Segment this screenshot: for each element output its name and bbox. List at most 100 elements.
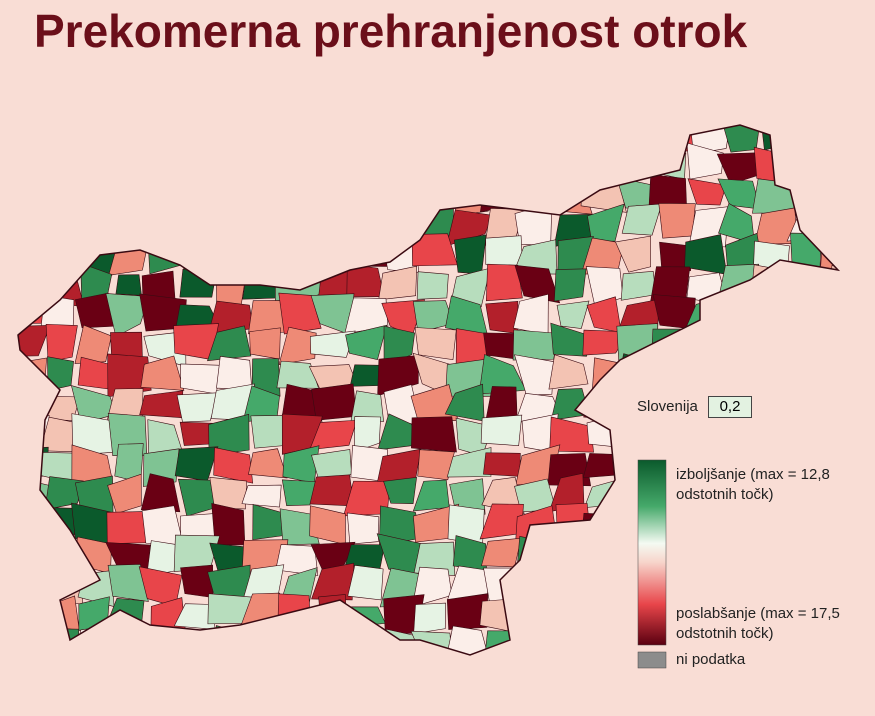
municipality	[346, 512, 380, 545]
municipality	[278, 326, 317, 365]
municipality	[176, 392, 220, 423]
municipalities	[18, 125, 838, 655]
municipality	[525, 176, 552, 213]
municipality	[719, 360, 765, 395]
municipality	[311, 562, 355, 601]
municipality	[107, 473, 142, 514]
municipality	[411, 416, 457, 453]
municipality	[513, 146, 555, 187]
municipality	[718, 571, 764, 602]
municipality	[785, 150, 828, 183]
municipality	[38, 205, 84, 245]
municipality	[591, 357, 625, 394]
municipality	[207, 325, 252, 362]
municipality	[554, 268, 587, 302]
municipality	[378, 125, 423, 154]
municipality	[107, 353, 152, 398]
municipality	[584, 597, 626, 632]
municipality	[345, 324, 388, 360]
municipality	[553, 174, 593, 215]
municipality	[445, 625, 491, 655]
municipality	[140, 473, 181, 513]
municipality	[276, 360, 320, 389]
municipality	[788, 421, 832, 456]
municipality	[683, 417, 727, 450]
municipality	[344, 297, 389, 335]
municipality	[210, 205, 249, 243]
municipality	[346, 146, 385, 182]
municipality	[548, 627, 589, 655]
municipality	[18, 357, 47, 397]
municipality	[18, 386, 51, 424]
municipality	[686, 142, 724, 180]
municipality	[514, 264, 561, 304]
municipality	[656, 359, 696, 391]
municipality	[275, 544, 319, 576]
municipality	[523, 598, 556, 635]
municipality	[726, 422, 764, 450]
municipality	[790, 125, 830, 152]
municipality	[383, 173, 425, 213]
municipality	[481, 151, 524, 176]
municipality	[18, 263, 50, 302]
municipality	[209, 477, 248, 510]
municipality	[717, 296, 765, 337]
municipality	[513, 565, 560, 606]
municipality	[240, 205, 282, 244]
municipality	[105, 155, 151, 180]
municipality	[40, 236, 75, 268]
municipality	[581, 535, 627, 574]
municipality	[18, 298, 44, 324]
municipality	[483, 567, 526, 604]
municipality	[342, 125, 386, 158]
municipality	[686, 562, 725, 597]
municipality	[48, 172, 74, 208]
municipality	[582, 329, 629, 356]
municipality	[616, 125, 663, 157]
municipality	[18, 212, 48, 246]
municipality	[583, 477, 627, 508]
municipality	[174, 446, 219, 482]
municipality	[47, 356, 74, 391]
municipality	[342, 205, 391, 247]
municipality	[383, 477, 417, 505]
municipality	[751, 264, 800, 301]
municipality	[794, 565, 826, 608]
municipality	[278, 125, 323, 156]
municipality	[446, 593, 489, 630]
municipality	[354, 416, 381, 453]
municipality	[513, 293, 549, 336]
municipality	[650, 412, 696, 457]
municipality	[181, 125, 213, 155]
municipality	[480, 414, 523, 446]
municipality	[481, 125, 525, 145]
municipality	[516, 535, 557, 576]
municipality	[212, 125, 251, 153]
municipality	[216, 355, 253, 391]
municipality	[556, 300, 590, 329]
country-outline	[17, 124, 841, 656]
municipality	[584, 125, 624, 151]
municipality	[451, 125, 482, 148]
municipality	[311, 624, 348, 655]
municipality	[586, 296, 622, 333]
municipality	[587, 203, 625, 243]
municipality	[18, 540, 52, 576]
municipality	[453, 234, 487, 275]
municipality	[36, 595, 80, 631]
municipality	[107, 564, 149, 602]
municipality	[248, 448, 288, 479]
municipality	[250, 415, 288, 449]
municipality	[140, 177, 182, 216]
municipality	[274, 237, 324, 268]
municipality	[548, 144, 586, 178]
municipality	[826, 567, 838, 606]
municipality	[785, 359, 834, 395]
municipality	[818, 207, 838, 242]
municipality	[759, 328, 787, 360]
municipality	[420, 144, 458, 186]
municipality	[115, 274, 142, 296]
municipality	[549, 416, 594, 453]
municipality	[112, 182, 150, 216]
municipality	[616, 323, 659, 368]
